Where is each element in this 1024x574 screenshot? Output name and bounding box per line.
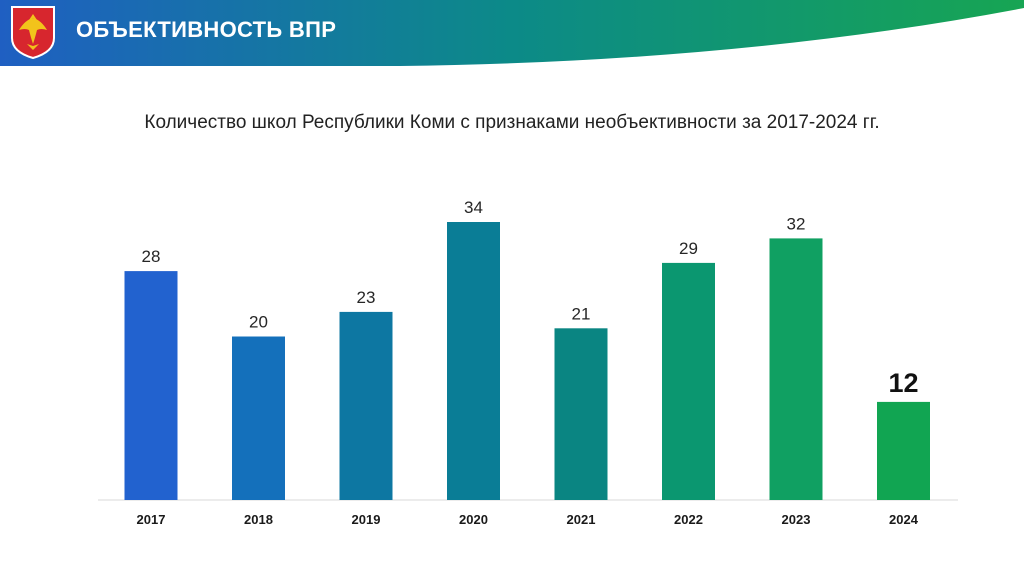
- value-label-2024: 12: [888, 368, 918, 398]
- header-band: ОБЪЕКТИВНОСТЬ ВПР: [0, 0, 1024, 66]
- bar-2023: [769, 238, 823, 500]
- value-label-2018: 20: [249, 313, 268, 332]
- bar-2019: [339, 311, 393, 500]
- value-label-2019: 23: [357, 288, 376, 307]
- bar-2022: [662, 262, 715, 500]
- bar-2021: [554, 328, 608, 500]
- coat-of-arms-icon: [9, 4, 57, 60]
- page-title: ОБЪЕКТИВНОСТЬ ВПР: [76, 17, 337, 42]
- value-label-2023: 32: [787, 214, 806, 233]
- category-label-2021: 2021: [567, 512, 596, 527]
- category-label-2018: 2018: [244, 512, 273, 527]
- category-label-2019: 2019: [352, 512, 381, 527]
- value-label-2022: 29: [679, 239, 698, 258]
- category-label-2022: 2022: [674, 512, 703, 527]
- bar-2024: [877, 401, 930, 500]
- value-label-2020: 34: [464, 198, 483, 217]
- bar-2020: [447, 222, 500, 500]
- value-label-2021: 21: [572, 304, 591, 323]
- category-label-2024: 2024: [889, 512, 919, 527]
- value-label-2017: 28: [142, 247, 161, 266]
- header-background: [0, 0, 1024, 66]
- chart-title: Количество школ Республики Коми с призна…: [144, 112, 880, 133]
- bar-2017: [124, 271, 178, 500]
- category-label-2023: 2023: [782, 512, 811, 527]
- bar-2018: [232, 336, 285, 500]
- category-label-2017: 2017: [137, 512, 166, 527]
- category-label-2020: 2020: [459, 512, 488, 527]
